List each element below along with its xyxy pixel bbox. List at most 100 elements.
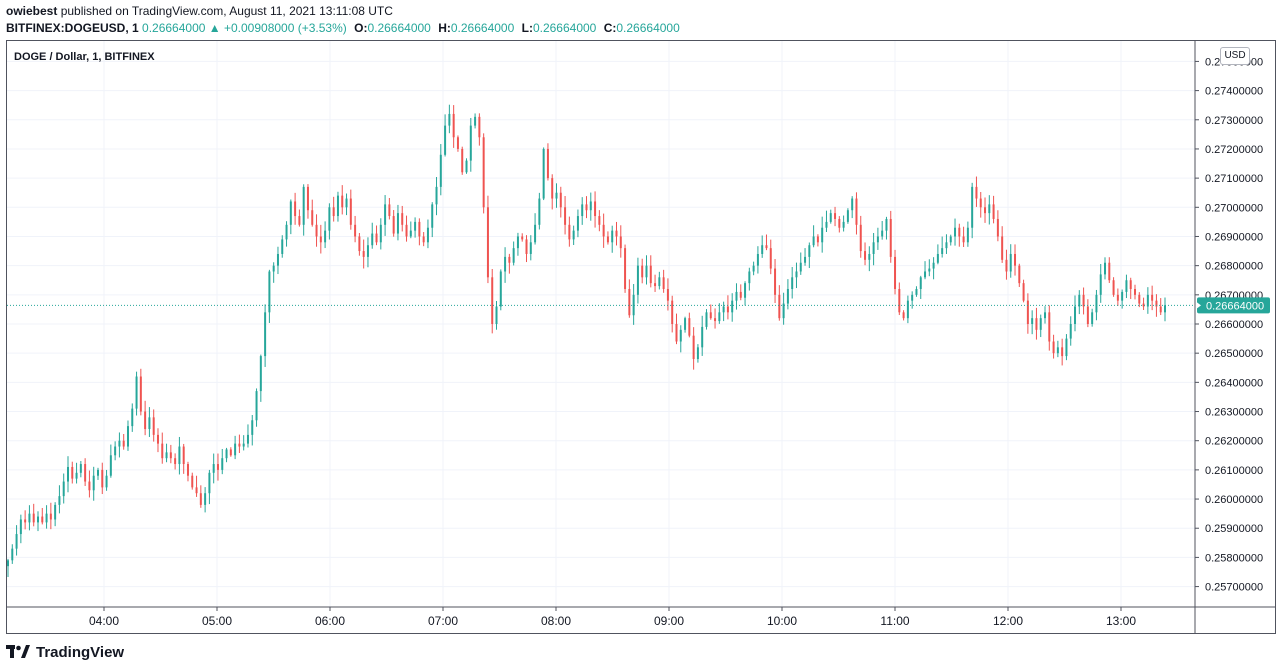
time-axis-label: 06:00 bbox=[315, 614, 345, 628]
candle-body bbox=[885, 218, 888, 231]
candle-body bbox=[469, 125, 472, 161]
candle-body bbox=[654, 283, 657, 287]
chart-frame[interactable] bbox=[6, 40, 1276, 634]
candle-body bbox=[1159, 306, 1162, 313]
candle-body bbox=[238, 443, 241, 447]
candle-body bbox=[919, 277, 922, 289]
candle-body bbox=[135, 376, 138, 409]
candle-body bbox=[701, 326, 704, 348]
candle-body bbox=[684, 318, 687, 330]
candle-body bbox=[529, 242, 532, 254]
candle-body bbox=[1074, 306, 1077, 324]
candle-body bbox=[598, 216, 601, 225]
candle-body bbox=[19, 519, 22, 535]
candle-body bbox=[576, 216, 579, 231]
candle-body bbox=[71, 466, 74, 479]
candle-body bbox=[32, 513, 35, 523]
candle-body bbox=[649, 265, 652, 284]
candle-body bbox=[551, 178, 554, 199]
candle-body bbox=[889, 218, 892, 257]
candle-body bbox=[1014, 253, 1017, 266]
candle-body bbox=[846, 210, 849, 222]
candle-body bbox=[174, 458, 177, 465]
candle-body bbox=[1129, 280, 1132, 289]
candle-body bbox=[341, 195, 344, 208]
price-change: ▲ +0.00908000 (+3.53%) bbox=[208, 21, 347, 35]
candle-body bbox=[812, 236, 815, 246]
candle-body bbox=[435, 186, 438, 205]
candle-body bbox=[41, 516, 44, 523]
candle-body bbox=[1048, 312, 1051, 342]
candle-body bbox=[632, 294, 635, 316]
candle-body bbox=[855, 198, 858, 225]
candle-body bbox=[748, 271, 751, 284]
candle-body bbox=[448, 113, 451, 126]
candle-body bbox=[619, 236, 622, 249]
candle-body bbox=[1134, 288, 1137, 295]
candle-body bbox=[54, 504, 57, 520]
candle-body bbox=[426, 227, 429, 243]
candle-body bbox=[392, 216, 395, 234]
time-axis-label: 08:00 bbox=[541, 614, 571, 628]
candle-body bbox=[491, 277, 494, 324]
candle-body bbox=[332, 207, 335, 217]
candle-body bbox=[242, 443, 245, 447]
footer-brand[interactable]: TradingView bbox=[6, 642, 124, 662]
candle-body bbox=[1095, 294, 1098, 313]
candle-body bbox=[422, 236, 425, 243]
candle-body bbox=[555, 192, 558, 199]
candle-body bbox=[971, 186, 974, 228]
currency-badge[interactable]: USD bbox=[1220, 47, 1250, 65]
candle-body bbox=[122, 440, 125, 447]
candle-body bbox=[516, 236, 519, 249]
candle-body bbox=[804, 256, 807, 263]
candle-body bbox=[28, 513, 31, 523]
candle-body bbox=[251, 420, 254, 435]
candle-body bbox=[1031, 318, 1034, 324]
candle-body bbox=[902, 312, 905, 319]
candle-body bbox=[932, 262, 935, 269]
candle-body bbox=[319, 236, 322, 243]
candle-body bbox=[872, 242, 875, 254]
candle-body bbox=[495, 306, 498, 324]
candle-body bbox=[371, 233, 374, 246]
candle-body bbox=[169, 452, 172, 459]
candle-body bbox=[791, 277, 794, 289]
candle-body bbox=[294, 201, 297, 217]
time-axis-label: 05:00 bbox=[202, 614, 232, 628]
candle-body bbox=[945, 242, 948, 249]
candle-body bbox=[688, 318, 691, 336]
candle-body bbox=[1005, 259, 1008, 272]
candle-body bbox=[486, 207, 489, 278]
candle-body bbox=[606, 236, 609, 243]
price-axis-label: 0.27400000 bbox=[1205, 86, 1263, 98]
price-axis-label: 0.26100000 bbox=[1205, 465, 1263, 477]
candle-body bbox=[782, 303, 785, 319]
candle-body bbox=[928, 268, 931, 272]
low-value: 0.26664000 bbox=[532, 21, 597, 35]
candle-body bbox=[705, 312, 708, 327]
high-value: 0.26664000 bbox=[450, 21, 515, 35]
candle-body bbox=[281, 239, 284, 254]
candle-body bbox=[1069, 324, 1072, 339]
candle-body bbox=[379, 224, 382, 243]
candle-body bbox=[838, 218, 841, 228]
candle-body bbox=[628, 288, 631, 316]
candle-body bbox=[186, 464, 189, 476]
price-axis-label: 0.26200000 bbox=[1205, 436, 1263, 448]
price-axis-label: 0.27100000 bbox=[1205, 173, 1263, 185]
candle-body bbox=[354, 224, 357, 237]
candle-body bbox=[1052, 341, 1055, 354]
candle-body bbox=[958, 227, 961, 237]
candle-body bbox=[306, 186, 309, 211]
candle-body bbox=[696, 347, 699, 360]
candle-body bbox=[589, 201, 592, 211]
candle-body bbox=[774, 268, 777, 295]
candle-body bbox=[941, 248, 944, 254]
candle-body bbox=[208, 472, 211, 494]
candle-body bbox=[289, 201, 292, 225]
close-value: 0.26664000 bbox=[616, 21, 680, 35]
candle-body bbox=[1138, 294, 1141, 304]
candle-body bbox=[246, 434, 249, 444]
